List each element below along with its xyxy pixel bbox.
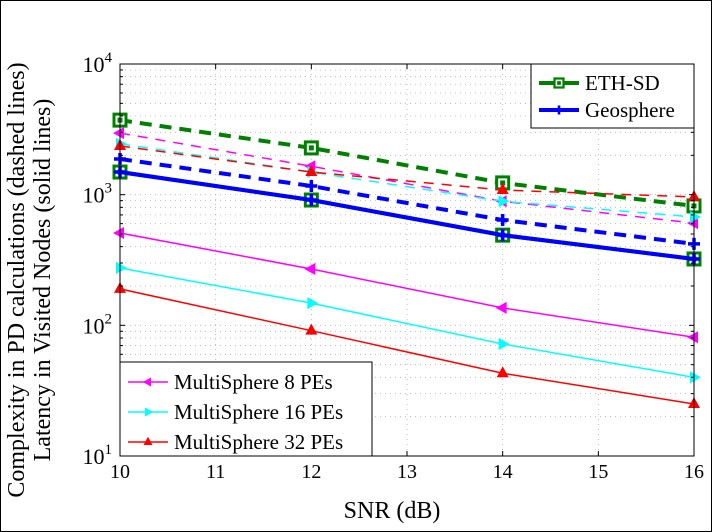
series-line bbox=[119, 267, 695, 379]
series-line bbox=[119, 170, 695, 261]
y-axis-label-line1: Complexity in PD calculations (dashed li… bbox=[4, 62, 30, 497]
legend-box bbox=[119, 361, 373, 457]
marker-cross bbox=[554, 105, 564, 115]
x-tick-label: 13 bbox=[397, 461, 417, 483]
legend-bottom-left: MultiSphere 8 PEs MultiSphere 16 PEs Multi… bbox=[119, 361, 373, 457]
series-eth-sd-complexity bbox=[112, 112, 702, 214]
legend-label: MultiSphere 8 PEs bbox=[174, 370, 333, 394]
legend-box bbox=[530, 63, 695, 129]
grid bbox=[119, 64, 695, 456]
series-line bbox=[119, 288, 695, 405]
ticks: 10 11 12 13 14 15 16 101 102 103 104 bbox=[83, 50, 705, 483]
marker-triangle-left bbox=[687, 331, 698, 344]
marker-square-inner bbox=[557, 81, 561, 85]
legend-entry: Geosphere bbox=[539, 98, 675, 122]
marker-triangle-right bbox=[116, 261, 127, 274]
y-tick-label: 101 bbox=[83, 442, 113, 469]
legend-label: Geosphere bbox=[585, 98, 675, 122]
x-tick-label: 10 bbox=[110, 461, 130, 483]
marker-triangle-left bbox=[304, 262, 316, 275]
series-multisphere-16-pes-latency bbox=[116, 261, 701, 384]
series-line bbox=[119, 143, 695, 218]
marker-triangle-right bbox=[498, 337, 510, 350]
marker-triangle-right bbox=[690, 371, 701, 384]
marker-square-inner bbox=[500, 180, 506, 186]
series-line bbox=[119, 132, 695, 224]
x-tick-label: 14 bbox=[493, 461, 513, 483]
marker-triangle-right bbox=[690, 210, 701, 223]
marker-triangle-up bbox=[496, 183, 509, 195]
series-line bbox=[119, 145, 695, 198]
marker-cross bbox=[496, 213, 509, 226]
x-axis-label: SNR (dB) bbox=[344, 498, 441, 524]
series-multisphere-8-pes-complexity bbox=[113, 127, 698, 230]
marker-triangle-right bbox=[498, 195, 510, 208]
x-tick-label: 16 bbox=[684, 461, 704, 483]
legend-entry: ETH-SD bbox=[539, 71, 660, 95]
marker-cross bbox=[496, 229, 509, 242]
marker-triangle-right bbox=[145, 407, 154, 417]
legend-label: MultiSphere 32 PEs bbox=[174, 430, 343, 454]
marker-triangle-up bbox=[496, 366, 509, 378]
x-tick-label: 11 bbox=[206, 461, 225, 483]
series-line bbox=[119, 232, 695, 339]
marker-triangle-up bbox=[143, 436, 153, 445]
y-tick-label: 104 bbox=[83, 50, 113, 77]
legend-label: MultiSphere 16 PEs bbox=[174, 400, 343, 424]
legend-entry: MultiSphere 16 PEs bbox=[128, 400, 343, 424]
marker-triangle-up bbox=[305, 165, 318, 177]
legend-label: ETH-SD bbox=[585, 71, 660, 95]
marker-cross bbox=[305, 180, 318, 192]
x-tick-label: 15 bbox=[588, 461, 608, 483]
marker-triangle-left bbox=[495, 301, 507, 314]
series-line bbox=[119, 157, 695, 246]
marker-triangle-right bbox=[307, 297, 319, 310]
series-line bbox=[119, 118, 695, 208]
marker-triangle-left bbox=[113, 127, 124, 140]
y-tick-label: 102 bbox=[83, 311, 113, 338]
legend-entry: MultiSphere 8 PEs bbox=[128, 370, 333, 394]
marker-triangle-left bbox=[113, 226, 124, 239]
marker-cross bbox=[305, 194, 318, 207]
marker-triangle-left bbox=[142, 377, 151, 387]
series-multisphere-8-pes-latency bbox=[113, 226, 698, 344]
x-tick-label: 12 bbox=[301, 461, 321, 483]
series-multisphere-16-pes-complexity bbox=[116, 137, 701, 223]
legend-top-right: ETH-SD Geosphere bbox=[530, 63, 695, 129]
legend-entry: MultiSphere 32 PEs bbox=[128, 430, 343, 454]
marker-triangle-up bbox=[305, 323, 318, 335]
marker-square-inner bbox=[308, 145, 314, 151]
series-geosphere-complexity bbox=[114, 152, 700, 250]
y-axis-label-line2: Latency in Visited Nodes (solid lines) bbox=[30, 99, 56, 462]
y-tick-label: 103 bbox=[83, 181, 113, 208]
